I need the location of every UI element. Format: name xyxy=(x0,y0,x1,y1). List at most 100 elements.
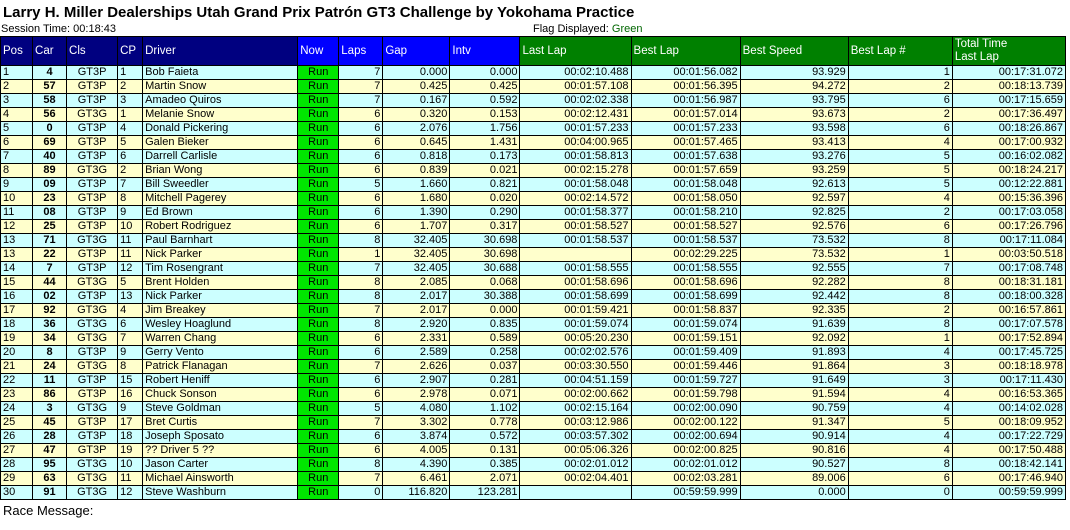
cell-class: GT3P xyxy=(66,93,119,108)
table-row[interactable]: 29 63 GT3G 11 Michael Ainsworth Run 7 6.461 2.07… xyxy=(0,471,1067,486)
table-row[interactable]: 1 4 GT3P 1 Bob Faieta Run 7 0.000 0.000 00:02:10.… xyxy=(0,65,1067,80)
cell-best-lap: 00:01:56.395 xyxy=(630,79,741,94)
cell-pos: 20 xyxy=(0,345,34,360)
cell-last-lap: 00:01:58.048 xyxy=(519,177,632,192)
table-row[interactable]: 21 24 GT3G 8 Patrick Flanagan Run 7 2.626 0.037 0… xyxy=(0,359,1067,374)
cell-pos: 19 xyxy=(0,331,34,346)
cell-laps: 8 xyxy=(338,317,384,332)
table-row[interactable]: 5 0 GT3P 4 Donald Pickering Run 6 2.076 1.756 00:… xyxy=(0,121,1067,136)
table-row[interactable]: 26 28 GT3P 18 Joseph Sposato Run 6 3.874 0.572 00… xyxy=(0,429,1067,444)
table-row[interactable]: 25 45 GT3P 17 Bret Curtis Run 7 3.302 0.778 00:03… xyxy=(0,415,1067,430)
cell-status: Run xyxy=(297,233,340,248)
cell-pos: 16 xyxy=(0,289,34,304)
cell-gap: 0.818 xyxy=(382,149,451,164)
cell-gap: 2.978 xyxy=(382,387,451,402)
cell-driver: Brian Wong xyxy=(142,163,299,178)
col-last-lap[interactable]: Last Lap xyxy=(519,36,632,66)
table-row[interactable]: 30 91 GT3G 12 Steve Washburn Run 0 116.820 123.2… xyxy=(0,485,1067,500)
col-best-lap-number[interactable]: Best Lap # xyxy=(847,36,953,66)
col-total-time[interactable]: Total Time Last Lap xyxy=(951,36,1067,66)
table-row[interactable]: 3 58 GT3P 3 Amadeo Quiros Run 7 0.167 0.592 00:02… xyxy=(0,93,1067,108)
page-title: Larry H. Miller Dealerships Utah Grand P… xyxy=(3,4,635,21)
cell-driver: Jason Carter xyxy=(142,457,299,472)
cell-gap: 2.920 xyxy=(382,317,451,332)
cell-cp: 8 xyxy=(117,191,144,206)
table-row[interactable]: 12 25 GT3P 10 Robert Rodriguez Run 6 1.707 0.317… xyxy=(0,219,1067,234)
cell-gap: 1.680 xyxy=(382,191,451,206)
table-row[interactable]: 19 34 GT3G 7 Warren Chang Run 6 2.331 0.589 00:05… xyxy=(0,331,1067,346)
table-row[interactable]: 24 3 GT3G 9 Steve Goldman Run 5 4.080 1.102 00:02… xyxy=(0,401,1067,416)
cell-gap: 1.390 xyxy=(382,205,451,220)
cell-last-lap: 00:05:06.326 xyxy=(519,443,632,458)
table-row[interactable]: 16 02 GT3P 13 Nick Parker Run 8 2.017 30.388 00:0… xyxy=(0,289,1067,304)
cell-best-lap-number: 4 xyxy=(847,429,953,444)
cell-best-speed: 93.276 xyxy=(739,149,849,164)
col-class[interactable]: Cls xyxy=(66,36,119,66)
col-pos[interactable]: Pos xyxy=(0,36,34,66)
cell-class: GT3G xyxy=(66,457,119,472)
cell-total-time: 00:17:46.940 xyxy=(951,471,1067,486)
table-row[interactable]: 13 71 GT3G 11 Paul Barnhart Run 8 32.405 30.698 0… xyxy=(0,233,1067,248)
cell-best-lap: 00:02:29.225 xyxy=(630,247,741,262)
cell-gap: 4.390 xyxy=(382,457,451,472)
cell-pos: 27 xyxy=(0,443,34,458)
col-car[interactable]: Car xyxy=(32,36,68,66)
table-row[interactable]: 13 22 GT3P 11 Nick Parker Run 1 32.405 30.698 00:… xyxy=(0,247,1067,262)
col-driver[interactable]: Driver xyxy=(142,36,299,66)
table-row[interactable]: 17 92 GT3G 4 Jim Breakey Run 7 2.017 0.000 00:01:… xyxy=(0,303,1067,318)
table-row[interactable]: 2 57 GT3P 2 Martin Snow Run 7 0.425 0.425 00:01:5… xyxy=(0,79,1067,94)
table-row[interactable]: 6 69 GT3P 5 Galen Bieker Run 6 0.645 1.431 00:04:… xyxy=(0,135,1067,150)
cell-class: GT3G xyxy=(66,275,119,290)
table-row[interactable]: 9 09 GT3P 7 Bill Sweedler Run 5 1.660 0.821 00:01… xyxy=(0,177,1067,192)
cell-class: GT3P xyxy=(66,191,119,206)
table-row[interactable]: 7 40 GT3P 6 Darrell Carlisle Run 6 0.818 0.173 00… xyxy=(0,149,1067,164)
cell-total-time: 00:17:03.058 xyxy=(951,205,1067,220)
table-row[interactable]: 23 86 GT3P 16 Chuck Sonson Run 6 2.978 0.071 00:0… xyxy=(0,387,1067,402)
cell-best-lap-number: 5 xyxy=(847,163,953,178)
cell-class: GT3G xyxy=(66,317,119,332)
cell-interval: 0.317 xyxy=(449,219,521,234)
cell-cp: 4 xyxy=(117,303,144,318)
table-row[interactable]: 14 7 GT3P 12 Tim Rosengrant Run 7 32.405 30.688 0… xyxy=(0,261,1067,276)
cell-car: 47 xyxy=(32,443,68,458)
col-intv[interactable]: Intv xyxy=(449,36,521,66)
table-row[interactable]: 28 95 GT3G 10 Jason Carter Run 8 4.390 0.385 00:0… xyxy=(0,457,1067,472)
cell-status: Run xyxy=(297,205,340,220)
cell-laps: 6 xyxy=(338,163,384,178)
cell-pos: 28 xyxy=(0,457,34,472)
cell-best-speed: 92.092 xyxy=(739,331,849,346)
col-best-lap[interactable]: Best Lap xyxy=(630,36,741,66)
cell-cp: 9 xyxy=(117,401,144,416)
cell-interval: 0.131 xyxy=(449,443,521,458)
cell-driver: Brent Holden xyxy=(142,275,299,290)
cell-total-time: 00:17:08.748 xyxy=(951,261,1067,276)
table-row[interactable]: 15 44 GT3G 5 Brent Holden Run 8 2.085 0.068 00:01… xyxy=(0,275,1067,290)
table-row[interactable]: 11 08 GT3P 9 Ed Brown Run 6 1.390 0.290 00:01:58.… xyxy=(0,205,1067,220)
table-row[interactable]: 8 89 GT3G 2 Brian Wong Run 6 0.839 0.021 00:02:15… xyxy=(0,163,1067,178)
col-laps[interactable]: Laps xyxy=(338,36,384,66)
cell-interval: 1.102 xyxy=(449,401,521,416)
cell-pos: 18 xyxy=(0,317,34,332)
cell-laps: 8 xyxy=(338,457,384,472)
col-cp[interactable]: CP xyxy=(117,36,144,66)
cell-last-lap xyxy=(519,247,632,262)
cell-best-lap: 00:02:00.122 xyxy=(630,415,741,430)
cell-pos: 2 xyxy=(0,79,34,94)
cell-status: Run xyxy=(297,275,340,290)
table-row[interactable]: 4 56 GT3G 1 Melanie Snow Run 6 0.320 0.153 00:02:… xyxy=(0,107,1067,122)
flag-status: Flag Displayed: Green xyxy=(533,23,642,36)
table-row[interactable]: 10 23 GT3P 8 Mitchell Pagerey Run 6 1.680 0.020 0… xyxy=(0,191,1067,206)
table-row[interactable]: 22 11 GT3P 15 Robert Heniff Run 6 2.907 0.281 00:… xyxy=(0,373,1067,388)
table-row[interactable]: 18 36 GT3G 6 Wesley Hoaglund Run 8 2.920 0.835 00… xyxy=(0,317,1067,332)
cell-pos: 3 xyxy=(0,93,34,108)
table-row[interactable]: 20 8 GT3P 9 Gerry Vento Run 6 2.589 0.258 00:02:0… xyxy=(0,345,1067,360)
cell-total-time: 00:16:53.365 xyxy=(951,387,1067,402)
cell-best-speed: 91.347 xyxy=(739,415,849,430)
col-gap[interactable]: Gap xyxy=(382,36,451,66)
col-now[interactable]: Now xyxy=(297,36,340,66)
cell-best-lap-number: 4 xyxy=(847,387,953,402)
cell-interval: 0.589 xyxy=(449,331,521,346)
cell-cp: 1 xyxy=(117,107,144,122)
table-row[interactable]: 27 47 GT3P 19?? Driver 5 ?? Run 6 4.005 0.131 00… xyxy=(0,443,1067,458)
col-best-speed[interactable]: Best Speed xyxy=(739,36,849,66)
